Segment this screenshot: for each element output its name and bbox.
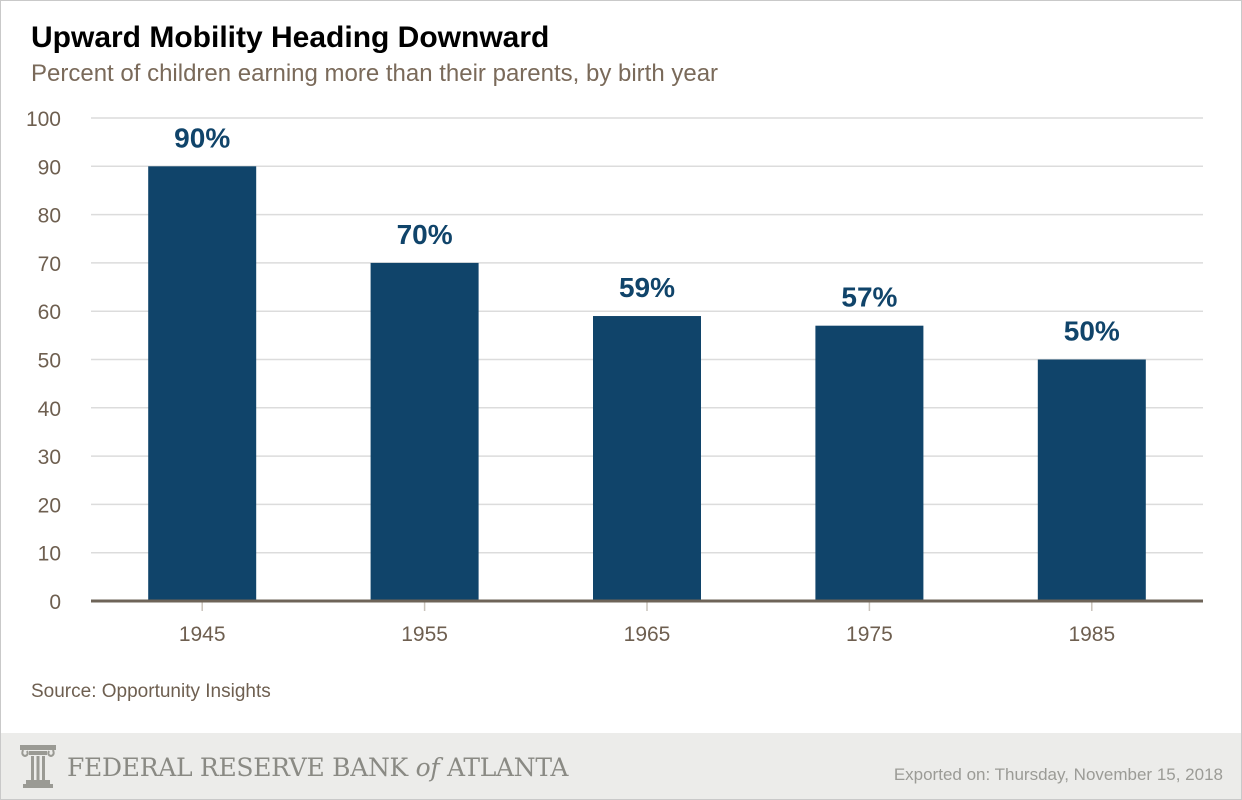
y-tick-label: 30 — [38, 446, 61, 469]
bar — [148, 166, 257, 602]
bar — [1037, 359, 1146, 601]
y-tick-label: 40 — [38, 398, 61, 421]
footer-bar: FEDERAL RESERVE BANK of ATLANTA Exported… — [1, 733, 1241, 799]
x-tick-label: 1955 — [401, 623, 448, 646]
y-tick-label: 90 — [38, 156, 61, 179]
y-tick-label: 100 — [26, 108, 61, 131]
logo-of: of — [415, 753, 440, 782]
x-tick-label: 1985 — [1068, 623, 1115, 646]
bar — [370, 262, 479, 601]
logo-main: FEDERAL RESERVE BANK — [67, 753, 408, 782]
y-tick-label: 20 — [38, 494, 61, 517]
bar — [593, 316, 701, 601]
x-tick-label: 1975 — [846, 623, 893, 646]
data-label: 50% — [1064, 316, 1120, 347]
logo-wordmark: FEDERAL RESERVE BANK of ATLANTA — [67, 753, 568, 782]
logo-end: ATLANTA — [446, 753, 569, 782]
y-tick-label: 0 — [49, 591, 61, 614]
x-tick-label: 1945 — [179, 623, 226, 646]
y-tick-label: 60 — [38, 301, 61, 324]
x-tick-label: 1965 — [624, 623, 671, 646]
source-note: Source: Opportunity Insights — [31, 681, 271, 702]
data-label: 57% — [841, 282, 897, 313]
bar-chart: 90% 70% 59% 57% 50% 0 10 20 30 40 50 60 70 80 90 100 19… — [26, 108, 1203, 646]
atlanta-fed-seal-icon — [20, 745, 56, 788]
y-tick-label: 80 — [38, 205, 61, 228]
bar — [815, 325, 924, 601]
data-label: 59% — [619, 272, 675, 303]
chart-title: Upward Mobility Heading Downward — [31, 21, 550, 54]
data-label: 70% — [397, 219, 453, 250]
y-tick-label: 10 — [38, 543, 61, 566]
y-tick-label: 50 — [38, 350, 61, 373]
data-label: 90% — [174, 122, 230, 153]
y-tick-label: 70 — [38, 253, 61, 276]
export-date: Exported on: Thursday, November 15, 2018 — [893, 765, 1223, 784]
chart-subtitle: Percent of children earning more than th… — [31, 60, 719, 87]
